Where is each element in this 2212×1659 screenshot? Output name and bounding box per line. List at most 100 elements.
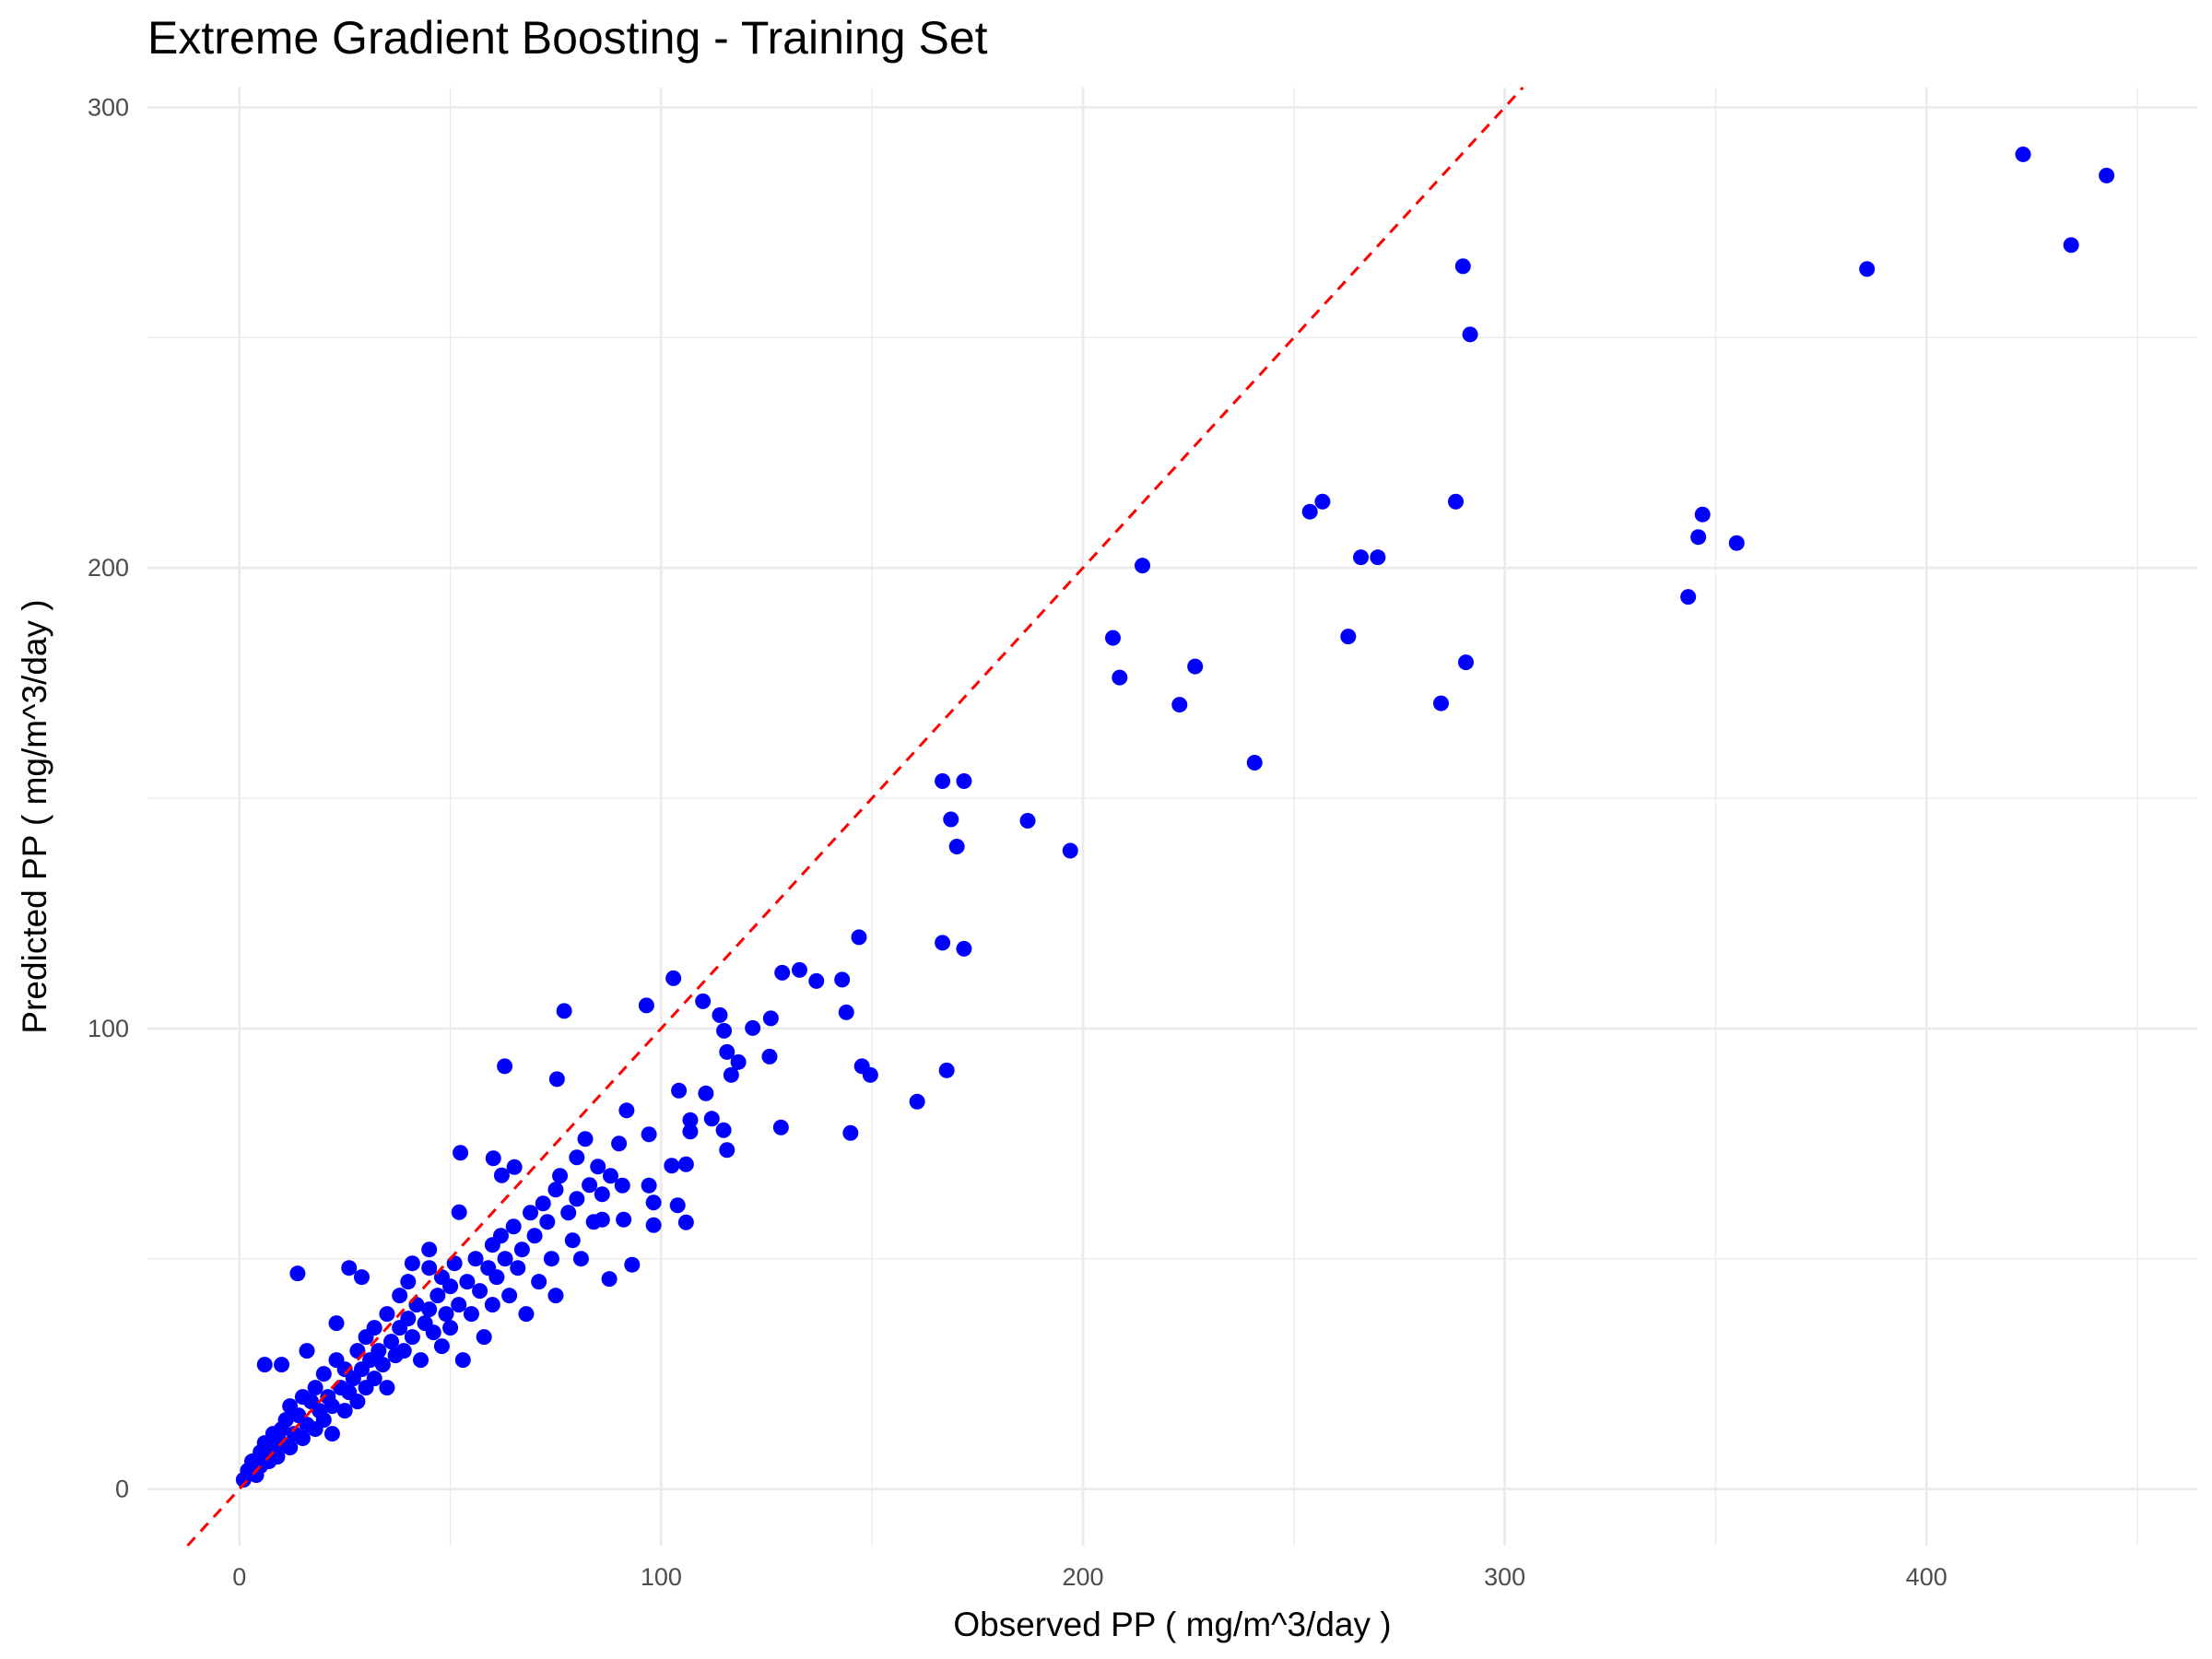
point xyxy=(572,1251,589,1267)
point xyxy=(645,1194,662,1211)
point xyxy=(289,1265,306,1282)
point xyxy=(682,1112,699,1128)
point xyxy=(526,1228,543,1244)
point xyxy=(476,1329,492,1346)
point xyxy=(497,1058,513,1075)
point xyxy=(379,1306,395,1323)
point xyxy=(442,1278,459,1295)
point xyxy=(1301,503,1318,520)
x-tick-label: 400 xyxy=(1906,1563,1947,1591)
point xyxy=(602,1168,618,1184)
point xyxy=(421,1260,438,1277)
point xyxy=(1353,549,1370,566)
point xyxy=(590,1159,606,1175)
point xyxy=(506,1159,523,1175)
x-axis-title: Observed PP ( mg/m^3/day ) xyxy=(953,1606,1391,1643)
x-tick-label: 0 xyxy=(232,1563,246,1591)
point xyxy=(453,1145,469,1161)
point xyxy=(2063,237,2079,253)
point xyxy=(614,1177,630,1194)
point xyxy=(400,1274,417,1290)
point xyxy=(791,961,807,978)
point xyxy=(274,1357,290,1373)
point xyxy=(601,1271,618,1288)
point xyxy=(1432,695,1449,712)
point xyxy=(585,1214,602,1230)
point xyxy=(324,1426,340,1442)
point xyxy=(413,1352,429,1369)
point xyxy=(400,1311,417,1327)
point xyxy=(484,1297,500,1313)
point xyxy=(698,1085,714,1101)
point xyxy=(510,1260,526,1277)
point xyxy=(531,1274,547,1290)
point xyxy=(463,1306,479,1323)
point xyxy=(374,1357,391,1373)
point xyxy=(611,1135,628,1152)
point xyxy=(1859,261,1876,277)
point xyxy=(582,1177,598,1194)
point xyxy=(505,1218,522,1235)
point xyxy=(395,1343,412,1359)
point xyxy=(842,1124,859,1141)
point xyxy=(523,1205,539,1221)
point xyxy=(719,1142,735,1159)
point xyxy=(383,1334,400,1350)
chart-title: Extreme Gradient Boosting - Training Set xyxy=(147,12,988,64)
point xyxy=(712,1006,728,1023)
point xyxy=(618,1102,635,1119)
point xyxy=(493,1167,510,1183)
point xyxy=(429,1288,446,1304)
y-tick-label: 100 xyxy=(88,1015,129,1042)
point xyxy=(2099,167,2115,183)
point xyxy=(556,1003,572,1019)
point xyxy=(909,1093,925,1110)
point xyxy=(548,1071,565,1088)
point xyxy=(349,1343,366,1359)
point xyxy=(762,1010,779,1027)
point xyxy=(569,1191,585,1207)
point xyxy=(594,1186,610,1203)
point xyxy=(421,1241,438,1258)
point xyxy=(501,1288,518,1304)
reference-line xyxy=(186,86,1524,1547)
point xyxy=(433,1338,450,1355)
point xyxy=(1680,589,1697,606)
point xyxy=(282,1440,299,1456)
point xyxy=(716,1022,733,1039)
point xyxy=(315,1412,332,1429)
point xyxy=(1370,549,1386,566)
point xyxy=(1454,258,1471,275)
point xyxy=(294,1430,311,1447)
point xyxy=(851,929,867,946)
point xyxy=(569,1149,585,1166)
point xyxy=(539,1214,556,1230)
point xyxy=(371,1343,387,1359)
point xyxy=(560,1205,577,1221)
point xyxy=(256,1357,273,1373)
point xyxy=(677,1214,694,1230)
point xyxy=(761,1048,778,1065)
point xyxy=(543,1251,559,1267)
point xyxy=(467,1251,484,1267)
point xyxy=(682,1124,699,1140)
point xyxy=(624,1256,641,1273)
point xyxy=(669,1197,686,1214)
point xyxy=(404,1255,420,1272)
point xyxy=(1246,755,1263,771)
point xyxy=(641,1177,657,1194)
point xyxy=(695,993,712,1009)
point xyxy=(1448,493,1465,510)
marks xyxy=(186,86,2115,1547)
point xyxy=(552,1168,569,1184)
point xyxy=(638,997,654,1014)
point xyxy=(645,1217,662,1233)
point xyxy=(341,1260,358,1277)
point xyxy=(269,1449,286,1465)
point xyxy=(1728,535,1745,551)
y-axis-title: Predicted PP ( mg/m^3/day ) xyxy=(16,599,53,1033)
point xyxy=(1062,842,1078,859)
point xyxy=(1690,529,1707,546)
